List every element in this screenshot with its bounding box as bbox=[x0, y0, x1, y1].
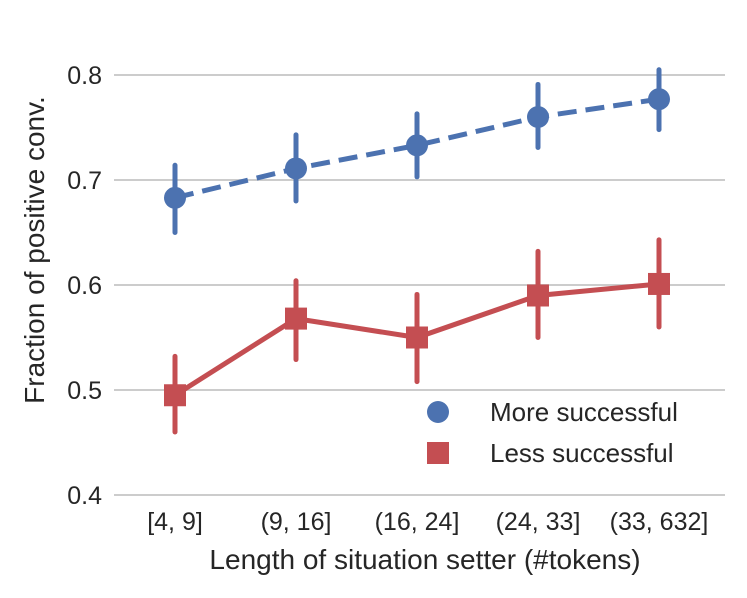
x-tick-labels: [4, 9] (9, 16] (16, 24] (24, 33] (33, 632] bbox=[147, 508, 708, 536]
x-tick-label: (16, 24] bbox=[375, 508, 460, 536]
series-more-successful bbox=[164, 67, 670, 235]
y-tick-label: 0.7 bbox=[67, 167, 102, 195]
data-point bbox=[406, 326, 428, 349]
gridlines bbox=[114, 74, 725, 496]
y-tick-label: 0.8 bbox=[67, 62, 102, 90]
data-point bbox=[164, 186, 186, 209]
data-point bbox=[527, 284, 549, 307]
data-point bbox=[285, 157, 307, 180]
series-less-successful bbox=[164, 237, 670, 435]
legend-marker-less-successful bbox=[427, 442, 449, 464]
data-point bbox=[527, 106, 549, 128]
data-point bbox=[406, 134, 428, 157]
data-point bbox=[648, 88, 670, 111]
legend-label-more-successful: More successful bbox=[490, 397, 678, 427]
data-point bbox=[285, 307, 307, 330]
data-point bbox=[648, 272, 670, 295]
x-tick-label: (24, 33] bbox=[496, 508, 581, 536]
legend-marker-more-successful bbox=[427, 401, 449, 423]
y-tick-label: 0.4 bbox=[67, 482, 102, 510]
legend-label-less-successful: Less successful bbox=[490, 438, 674, 468]
x-tick-label: [4, 9] bbox=[147, 508, 203, 536]
y-axis-label: Fraction of positive conv. bbox=[19, 96, 50, 404]
y-tick-label: 0.6 bbox=[67, 272, 102, 300]
x-tick-label: (33, 632] bbox=[610, 508, 709, 536]
data-point bbox=[164, 384, 186, 407]
series-group bbox=[164, 67, 670, 435]
y-tick-label: 0.5 bbox=[67, 377, 102, 405]
x-axis-label: Length of situation setter (#tokens) bbox=[209, 544, 640, 575]
legend: More successful Less successful bbox=[427, 397, 678, 468]
y-tick-labels: 0.4 0.5 0.6 0.7 0.8 bbox=[67, 62, 102, 510]
x-tick-label: (9, 16] bbox=[261, 508, 332, 536]
